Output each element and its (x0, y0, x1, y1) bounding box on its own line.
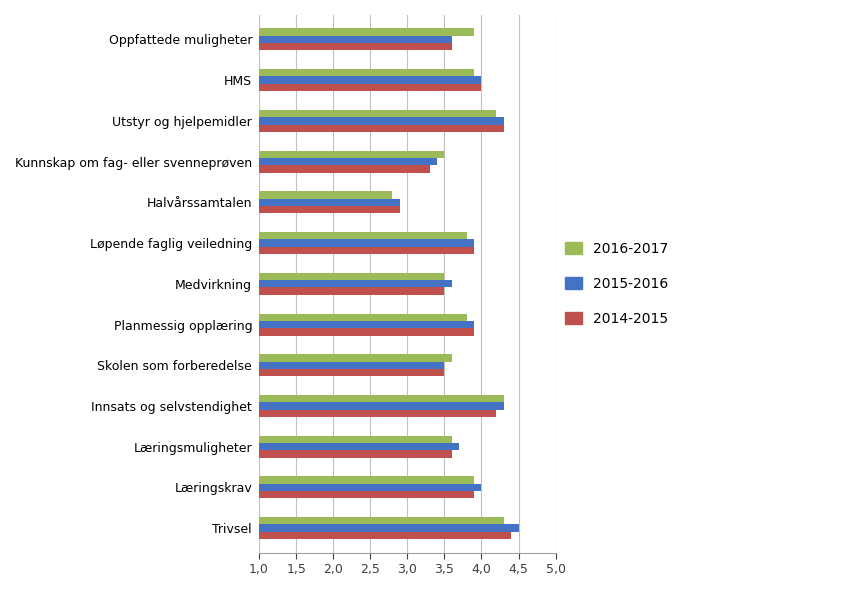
Bar (259, 232, 466, 239)
Bar (259, 524, 519, 532)
Bar (259, 321, 474, 328)
Bar (259, 273, 444, 280)
Bar (259, 491, 474, 498)
Bar (259, 191, 393, 199)
Bar (259, 328, 474, 336)
Bar (259, 158, 437, 165)
Bar (259, 206, 400, 213)
Bar (259, 436, 452, 443)
Bar (259, 28, 474, 36)
Bar (259, 450, 452, 457)
Bar (259, 532, 511, 539)
Bar (259, 410, 497, 417)
Bar (259, 165, 430, 173)
Bar (259, 476, 474, 484)
Bar (259, 84, 481, 91)
Bar (259, 517, 503, 524)
Bar (259, 402, 503, 410)
Bar (259, 36, 452, 43)
Bar (259, 369, 444, 376)
Legend: 2016-2017, 2015-2016, 2014-2015: 2016-2017, 2015-2016, 2014-2015 (565, 242, 668, 326)
Bar (259, 354, 452, 362)
Bar (259, 69, 474, 76)
Bar (259, 280, 452, 287)
Bar (259, 287, 444, 295)
Bar (259, 76, 481, 84)
Bar (259, 125, 503, 132)
Bar (259, 151, 444, 158)
Bar (259, 246, 474, 254)
Bar (259, 199, 400, 206)
Bar (259, 395, 503, 402)
Bar (259, 484, 481, 491)
Bar (259, 110, 497, 117)
Bar (259, 443, 460, 450)
Bar (259, 362, 444, 369)
Bar (259, 313, 466, 321)
Bar (259, 43, 452, 50)
Bar (259, 117, 503, 125)
Bar (259, 239, 474, 246)
